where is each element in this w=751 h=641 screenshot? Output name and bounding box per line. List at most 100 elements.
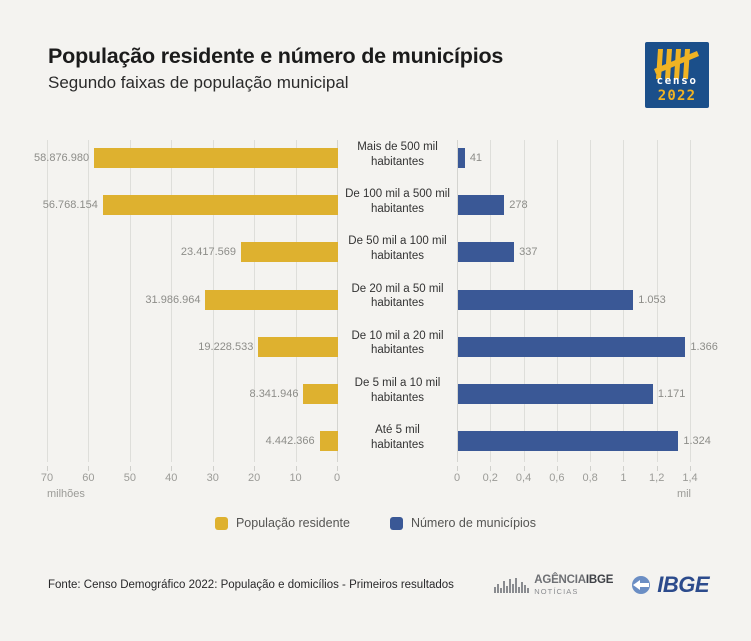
axis-tick-label: 0 [453,472,461,484]
bar-value-label: 8.341.946 [249,388,299,400]
bar-numero-municipios [458,242,515,263]
legend-label: População residente [235,516,350,530]
bar-numero-municipios [458,336,686,357]
bar-value-label: 1.366 [690,340,718,353]
right-chart-panel: 41 278 337 1.053 1.366 1.171 1.324 [457,136,718,466]
bar-value-label: 31.986.964 [145,293,201,306]
axis-tick [523,466,525,471]
axis-tick [129,466,131,471]
bar-value-label: 58.876.980 [34,152,90,164]
axis-tick [295,466,297,471]
gridline [129,140,131,462]
category-label: Até 5 mil habitantes [370,424,425,451]
header: População residente e número de municípi… [48,44,648,93]
bar-populacao-residente [102,195,338,216]
axis-tick-label: 1,4 [682,472,698,484]
bar-value-label: 1.053 [638,293,666,306]
bar-value-label: 278 [509,199,528,212]
censo-year: 2022 [657,88,697,104]
axis-tick-label: 0,4 [515,472,532,484]
gridline [656,140,658,462]
axis-unit-label: mil [676,488,691,500]
axis-tick-label: 1,2 [649,472,665,484]
right-axis: 0 0,2 0,4 0,6 0,8 1 1,2 1,4 mil [454,466,698,506]
axis-tick-label: 40 [165,472,178,484]
axis-tick-label: 20 [248,472,261,484]
left-axis: 70 60 50 40 30 20 10 0 milhões [41,466,340,506]
axis-tick [490,466,492,471]
bar-numero-municipios [458,431,679,452]
page-subtitle: Segundo faixas de população municipal [48,72,349,92]
bar-populacao-residente [94,148,338,168]
agencia-bars-icon [494,577,530,593]
axis-tick-label: 50 [123,472,136,484]
axis-tick [457,466,458,471]
agencia-ibge-label: IBGE [585,574,614,586]
axis-tick [47,466,48,471]
axis-tick-label: 1 [620,472,627,484]
bar-numero-municipios [458,384,653,404]
category-label: De 10 mil a 20 mil habitantes [351,329,444,357]
butterfly-bar-chart: 58.876.980 56.768.154 23.417.569 31.986.964… [0,136,751,466]
legend-label: Número de municípios [410,516,537,530]
axis-tick-label: 0,6 [549,472,565,484]
agencia-label: AGÊNCIA [534,574,586,586]
source-note: Fonte: Censo Demográfico 2022: População… [48,579,454,591]
bar-numero-municipios [458,195,505,216]
axis-tick [556,466,558,471]
bar-value-label: 337 [519,246,538,259]
tally-marks-icon [654,49,699,79]
censo-2022-logo: censo 2022 [645,42,709,108]
axis-tick-label: 0,2 [482,472,498,484]
axis-tick [212,466,214,471]
axis-tick [88,466,90,471]
bar-populacao-residente [205,289,338,310]
noticias-label: NOTÍCIAS [534,586,579,596]
footer-logos: AGÊNCIAIBGE NOTÍCIAS IBGE [494,572,709,598]
axis-tick-label: 10 [289,472,302,484]
legend-swatch [214,516,228,530]
axis-tick-label: 0,8 [582,472,598,484]
bar-value-label: 4.442.366 [265,435,315,448]
gridline [88,140,90,462]
legend-item: Número de municípios [389,516,537,530]
axis-tick-label: 70 [40,472,54,484]
axis-tick [656,466,658,471]
axis-tick [623,466,625,471]
legend-item: População residente [214,516,350,530]
gridline [690,140,691,462]
category-label-column: Mais de 500 mil habitantes De 100 mil a 50… [338,136,457,466]
agencia-ibge-noticias-logo: AGÊNCIAIBGE NOTÍCIAS [494,574,614,596]
ibge-wordmark: IBGE [657,572,709,597]
bar-value-label: 23.417.569 [180,246,236,259]
bar-value-label: 19.228.533 [198,340,254,353]
category-label: De 50 mil a 100 mil habitantes [348,235,447,262]
bar-value-label: 1.171 [657,388,686,400]
agencia-wordmark: AGÊNCIAIBGE NOTÍCIAS [534,574,614,596]
axis-tick [337,466,338,471]
ibge-mark-icon [632,576,651,594]
bar-value-label: 1.324 [683,435,711,448]
bar-value-label: 56.768.154 [42,199,98,212]
category-label: De 5 mil a 10 mil habitantes [354,377,441,404]
left-chart-panel: 58.876.980 56.768.154 23.417.569 31.986.964… [34,136,338,466]
axis-tick-label: 0 [333,472,341,484]
category-label: Mais de 500 mil habitantes [357,141,438,168]
legend-swatch [389,516,403,530]
axis-tick [590,466,592,471]
axis-unit-label: milhões [47,488,85,500]
axis-tick-label: 60 [82,472,95,484]
axis-tick [254,466,256,471]
axis-tick [171,466,173,471]
category-label: De 20 mil a 50 mil habitantes [351,282,444,310]
bar-populacao-residente [258,336,338,357]
gridline [457,140,458,462]
bar-numero-municipios [458,148,465,168]
axis-tick-label: 30 [206,472,219,484]
bar-numero-municipios [458,289,634,310]
page-title: População residente e número de municípi… [48,44,504,68]
axis-tick [690,466,691,471]
bar-value-label: 41 [469,152,483,164]
category-label: De 100 mil a 500 mil habitantes [345,188,450,215]
